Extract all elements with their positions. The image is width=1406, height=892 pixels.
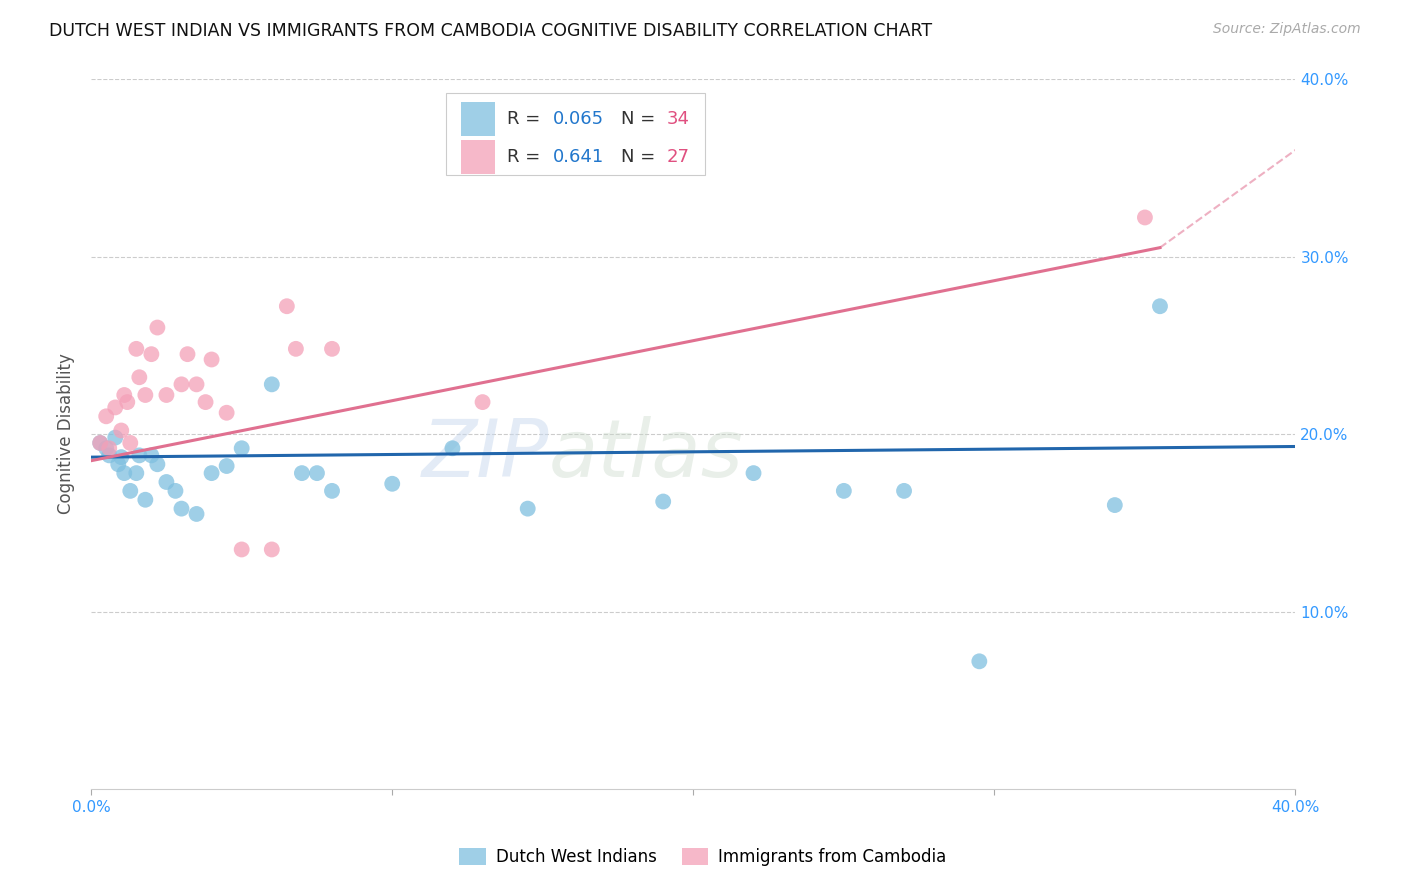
Point xyxy=(146,457,169,471)
Point xyxy=(1104,498,1126,512)
Text: R =: R = xyxy=(506,148,546,166)
Point xyxy=(1149,299,1171,313)
Point xyxy=(98,449,121,463)
Point xyxy=(170,501,193,516)
Point xyxy=(104,431,127,445)
Point xyxy=(98,442,121,456)
Point xyxy=(291,466,314,480)
Point xyxy=(516,501,538,516)
Point xyxy=(260,377,283,392)
Point xyxy=(128,449,150,463)
Text: 34: 34 xyxy=(666,111,690,128)
Point xyxy=(321,483,343,498)
Point xyxy=(215,458,238,473)
Point xyxy=(96,409,118,424)
Point xyxy=(231,442,253,456)
Point xyxy=(112,466,135,480)
Text: DUTCH WEST INDIAN VS IMMIGRANTS FROM CAMBODIA COGNITIVE DISABILITY CORRELATION C: DUTCH WEST INDIAN VS IMMIGRANTS FROM CAM… xyxy=(49,22,932,40)
Y-axis label: Cognitive Disability: Cognitive Disability xyxy=(58,353,75,515)
Text: 0.641: 0.641 xyxy=(553,148,603,166)
Point xyxy=(194,395,217,409)
Point xyxy=(441,442,464,456)
Point xyxy=(381,476,404,491)
Bar xyxy=(461,140,495,174)
Point xyxy=(305,466,328,480)
Point xyxy=(141,449,163,463)
Text: N =: N = xyxy=(621,111,661,128)
Bar xyxy=(461,103,495,136)
Point xyxy=(112,388,135,402)
Point xyxy=(125,342,148,356)
Point xyxy=(260,542,283,557)
Point xyxy=(284,342,307,356)
Point xyxy=(120,436,142,450)
FancyBboxPatch shape xyxy=(447,93,706,175)
Point xyxy=(155,475,177,489)
Point xyxy=(165,483,187,498)
Text: Source: ZipAtlas.com: Source: ZipAtlas.com xyxy=(1213,22,1361,37)
Legend: Dutch West Indians, Immigrants from Cambodia: Dutch West Indians, Immigrants from Camb… xyxy=(453,841,953,873)
Point xyxy=(893,483,915,498)
Point xyxy=(141,347,163,361)
Point xyxy=(832,483,855,498)
Point xyxy=(110,450,132,464)
Point xyxy=(471,395,494,409)
Point xyxy=(969,654,991,668)
Text: 27: 27 xyxy=(666,148,690,166)
Point xyxy=(104,401,127,415)
Point xyxy=(652,494,675,508)
Point xyxy=(155,388,177,402)
Point xyxy=(231,542,253,557)
Point xyxy=(117,395,139,409)
Point xyxy=(125,466,148,480)
Point xyxy=(128,370,150,384)
Point xyxy=(89,436,111,450)
Point xyxy=(134,388,156,402)
Point xyxy=(146,320,169,334)
Point xyxy=(321,342,343,356)
Text: ZIP: ZIP xyxy=(422,417,548,494)
Point xyxy=(107,457,129,471)
Point xyxy=(134,492,156,507)
Point xyxy=(200,466,222,480)
Point xyxy=(176,347,198,361)
Point xyxy=(96,442,118,456)
Point xyxy=(89,436,111,450)
Point xyxy=(186,507,208,521)
Point xyxy=(120,483,142,498)
Point xyxy=(110,424,132,438)
Point xyxy=(186,377,208,392)
Point xyxy=(215,406,238,420)
Point xyxy=(1133,211,1156,225)
Point xyxy=(742,466,765,480)
Text: R =: R = xyxy=(506,111,546,128)
Text: atlas: atlas xyxy=(548,417,744,494)
Point xyxy=(276,299,298,313)
Point xyxy=(170,377,193,392)
Text: 0.065: 0.065 xyxy=(553,111,603,128)
Text: N =: N = xyxy=(621,148,661,166)
Point xyxy=(200,352,222,367)
